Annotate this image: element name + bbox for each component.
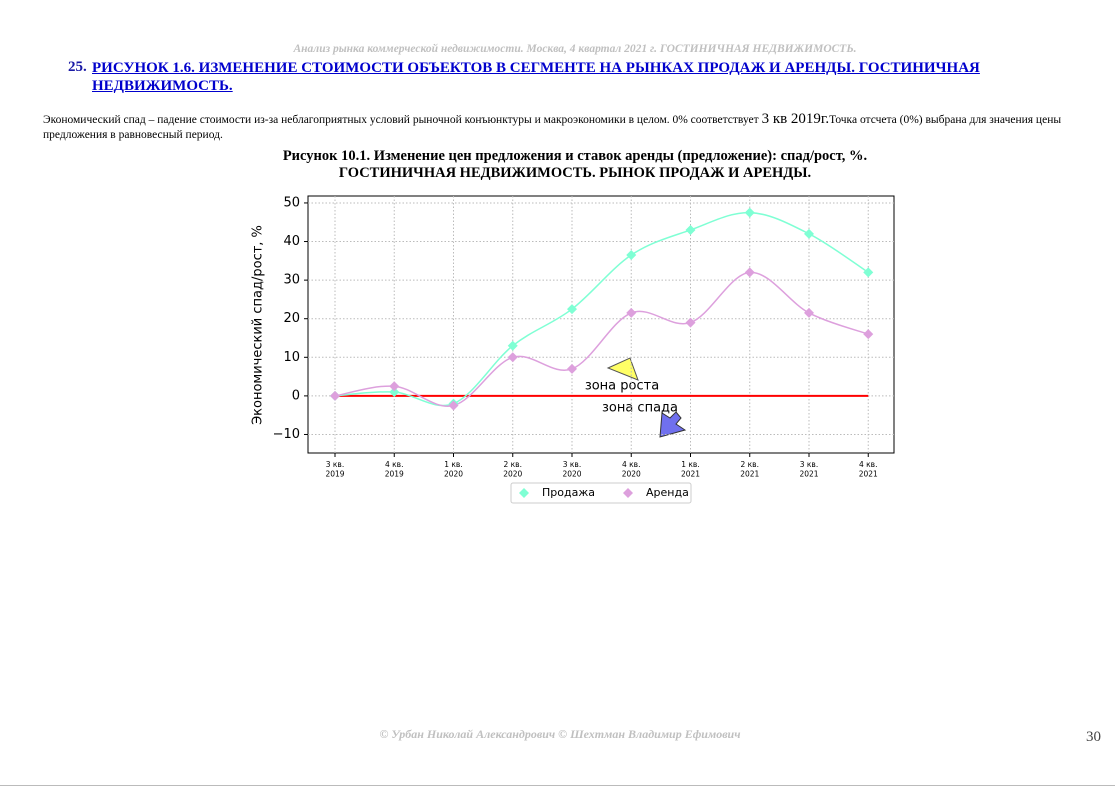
data-point: [507, 352, 518, 363]
data-point: [744, 207, 755, 218]
x-tick-label: 2 кв. 2021: [740, 460, 759, 479]
annotation: зона роста: [585, 379, 659, 394]
data-point: [567, 363, 577, 374]
y-axis-label: Экономический спад/рост, %: [251, 225, 266, 425]
text: 3 кв 2019г.: [761, 111, 830, 127]
paragraph: Экономический спад – падение стоимости и…: [43, 112, 1083, 143]
data-point: [389, 387, 400, 398]
text: Экономический спад – падение стоимости и…: [43, 114, 759, 126]
y-tick-label: −10: [273, 427, 300, 442]
text: Точка отсчета (0%) выбрана для значения …: [43, 114, 1062, 141]
series-line: [334, 211, 869, 407]
caption-line: Рисунок 10.1. Изменение цен предложения …: [282, 148, 868, 164]
data-point: [626, 307, 637, 318]
x-tick-label: 4 кв. 2019: [385, 460, 404, 479]
y-tick-label: 50: [283, 195, 300, 210]
legend-marker: [519, 488, 529, 498]
legend-label: Аренда: [646, 486, 689, 499]
x-tick-label: 1 кв. 2020: [444, 460, 463, 479]
caption-line: ГОСТИНИЧНАЯ НЕДВИЖИМОСТЬ. РЫНОК ПРОДАЖ И…: [338, 165, 812, 181]
x-tick-label: 1 кв. 2021: [681, 460, 700, 479]
data-point: [448, 400, 459, 411]
data-point: [330, 390, 340, 401]
data-point: [863, 267, 874, 278]
annotation: зона спада: [602, 401, 678, 416]
data-point: [626, 250, 637, 261]
data-point: [804, 228, 814, 239]
legend-label: Продажа: [542, 486, 595, 499]
x-tick-label: 2 кв. 2020: [503, 460, 522, 479]
page-number: 30: [1086, 729, 1101, 745]
y-tick-label: 20: [283, 311, 300, 326]
data-point: [685, 317, 696, 328]
y-tick-label: 30: [283, 273, 300, 288]
arrow-down: [659, 411, 687, 438]
x-tick-label: 3 кв. 2019: [325, 460, 344, 479]
heading-number: 25.: [68, 59, 87, 75]
footer: © Урбан Николай Александрович © Шехтман …: [379, 727, 741, 741]
x-tick-label: 4 кв. 2020: [622, 460, 641, 479]
plot-frame: [307, 195, 895, 454]
y-tick-label: 0: [292, 388, 300, 403]
figure-caption: Рисунок 10.1. Изменение цен предложения …: [0, 148, 1115, 182]
data-point: [567, 304, 577, 315]
data-point: [744, 267, 755, 278]
data-point: [685, 224, 696, 235]
data-point: [804, 307, 814, 318]
legend-box: [510, 482, 692, 504]
x-tick-label: 4 кв. 2021: [859, 460, 878, 479]
data-point: [389, 381, 400, 392]
data-point: [507, 340, 518, 351]
x-tick-label: 3 кв. 2020: [562, 460, 581, 479]
heading-title[interactable]: РИСУНОК 1.6. ИЗМЕНЕНИЕ СТОИМОСТИ ОБЪЕКТО…: [92, 60, 980, 94]
y-tick-label: 10: [283, 350, 300, 365]
legend-marker: [623, 488, 633, 498]
series-line: [334, 271, 869, 407]
running-header: Анализ рынка коммерческой недвижимости. …: [293, 43, 857, 55]
y-tick-label: 40: [283, 234, 300, 249]
arrow-up: [606, 357, 639, 381]
data-point: [863, 329, 874, 340]
bottom-rule: [0, 785, 1115, 786]
x-tick-label: 3 кв. 2021: [799, 460, 818, 479]
